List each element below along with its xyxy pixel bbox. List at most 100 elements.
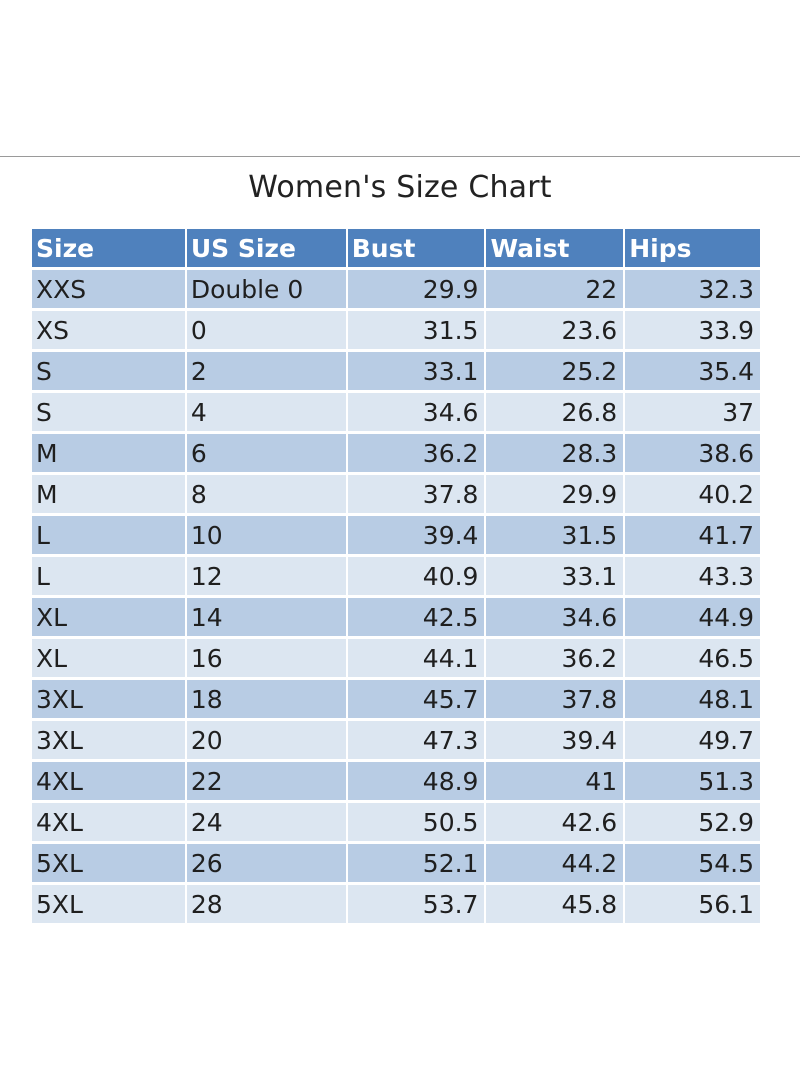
table-row: 3XL 18 45.7 37.8 48.1 — [32, 680, 760, 721]
us-size-cell: Double 0 — [186, 270, 346, 311]
column-header-size: Size — [32, 229, 185, 270]
bust-cell: 37.8 — [347, 475, 485, 516]
bust-cell: 50.5 — [347, 803, 485, 844]
column-header-us-size: US Size — [186, 229, 346, 270]
us-size-cell: 6 — [186, 434, 346, 475]
us-size-cell: 8 — [186, 475, 346, 516]
bust-cell: 29.9 — [347, 270, 485, 311]
waist-cell: 44.2 — [486, 844, 624, 885]
table-row: 4XL 24 50.5 42.6 52.9 — [32, 803, 760, 844]
hips-cell: 44.9 — [625, 598, 760, 639]
waist-cell: 37.8 — [486, 680, 624, 721]
bust-cell: 33.1 — [347, 352, 485, 393]
table-row: XXS Double 0 29.9 22 32.3 — [32, 270, 760, 311]
us-size-cell: 28 — [186, 885, 346, 926]
us-size-cell: 20 — [186, 721, 346, 762]
waist-cell: 41 — [486, 762, 624, 803]
table-row: 3XL 20 47.3 39.4 49.7 — [32, 721, 760, 762]
size-cell: L — [32, 557, 185, 598]
waist-cell: 45.8 — [486, 885, 624, 926]
hips-cell: 40.2 — [625, 475, 760, 516]
hips-cell: 37 — [625, 393, 760, 434]
size-cell: 4XL — [32, 803, 185, 844]
top-divider-line — [0, 156, 800, 157]
bust-cell: 45.7 — [347, 680, 485, 721]
bust-cell: 48.9 — [347, 762, 485, 803]
table-row: M 8 37.8 29.9 40.2 — [32, 475, 760, 516]
size-cell: XL — [32, 598, 185, 639]
table-row: XL 14 42.5 34.6 44.9 — [32, 598, 760, 639]
us-size-cell: 2 — [186, 352, 346, 393]
bust-cell: 31.5 — [347, 311, 485, 352]
hips-cell: 43.3 — [625, 557, 760, 598]
hips-cell: 49.7 — [625, 721, 760, 762]
bust-cell: 52.1 — [347, 844, 485, 885]
size-cell: 3XL — [32, 721, 185, 762]
hips-cell: 41.7 — [625, 516, 760, 557]
hips-cell: 38.6 — [625, 434, 760, 475]
us-size-cell: 24 — [186, 803, 346, 844]
waist-cell: 29.9 — [486, 475, 624, 516]
size-cell: XL — [32, 639, 185, 680]
us-size-cell: 4 — [186, 393, 346, 434]
size-chart-table: Size US Size Bust Waist Hips XXS Double 0… — [30, 229, 762, 926]
bust-cell: 53.7 — [347, 885, 485, 926]
waist-cell: 36.2 — [486, 639, 624, 680]
us-size-cell: 26 — [186, 844, 346, 885]
size-cell: 5XL — [32, 885, 185, 926]
hips-cell: 51.3 — [625, 762, 760, 803]
table-row: M 6 36.2 28.3 38.6 — [32, 434, 760, 475]
table-row: S 2 33.1 25.2 35.4 — [32, 352, 760, 393]
hips-cell: 48.1 — [625, 680, 760, 721]
column-header-bust: Bust — [347, 229, 485, 270]
us-size-cell: 12 — [186, 557, 346, 598]
size-cell: 3XL — [32, 680, 185, 721]
hips-cell: 56.1 — [625, 885, 760, 926]
size-cell: M — [32, 475, 185, 516]
hips-cell: 54.5 — [625, 844, 760, 885]
us-size-cell: 16 — [186, 639, 346, 680]
hips-cell: 32.3 — [625, 270, 760, 311]
waist-cell: 28.3 — [486, 434, 624, 475]
table-body: XXS Double 0 29.9 22 32.3 XS 0 31.5 23.6 33.9 S 2 33… — [32, 270, 760, 926]
table-row: XS 0 31.5 23.6 33.9 — [32, 311, 760, 352]
waist-cell: 34.6 — [486, 598, 624, 639]
waist-cell: 33.1 — [486, 557, 624, 598]
waist-cell: 23.6 — [486, 311, 624, 352]
size-cell: L — [32, 516, 185, 557]
bust-cell: 36.2 — [347, 434, 485, 475]
bust-cell: 39.4 — [347, 516, 485, 557]
waist-cell: 22 — [486, 270, 624, 311]
hips-cell: 46.5 — [625, 639, 760, 680]
column-header-waist: Waist — [486, 229, 624, 270]
table-row: L 10 39.4 31.5 41.7 — [32, 516, 760, 557]
size-cell: XS — [32, 311, 185, 352]
hips-cell: 35.4 — [625, 352, 760, 393]
table-row: 5XL 26 52.1 44.2 54.5 — [32, 844, 760, 885]
size-cell: 5XL — [32, 844, 185, 885]
size-cell: M — [32, 434, 185, 475]
size-cell: S — [32, 393, 185, 434]
table-row: 4XL 22 48.9 41 51.3 — [32, 762, 760, 803]
waist-cell: 25.2 — [486, 352, 624, 393]
size-cell: XXS — [32, 270, 185, 311]
bust-cell: 34.6 — [347, 393, 485, 434]
column-header-hips: Hips — [625, 229, 760, 270]
table-row: XL 16 44.1 36.2 46.5 — [32, 639, 760, 680]
bust-cell: 47.3 — [347, 721, 485, 762]
table-row: 5XL 28 53.7 45.8 56.1 — [32, 885, 760, 926]
table-row: S 4 34.6 26.8 37 — [32, 393, 760, 434]
table-header-row: Size US Size Bust Waist Hips — [32, 229, 760, 270]
waist-cell: 26.8 — [486, 393, 624, 434]
us-size-cell: 22 — [186, 762, 346, 803]
waist-cell: 42.6 — [486, 803, 624, 844]
size-cell: S — [32, 352, 185, 393]
us-size-cell: 10 — [186, 516, 346, 557]
bust-cell: 42.5 — [347, 598, 485, 639]
bust-cell: 40.9 — [347, 557, 485, 598]
waist-cell: 31.5 — [486, 516, 624, 557]
hips-cell: 33.9 — [625, 311, 760, 352]
us-size-cell: 14 — [186, 598, 346, 639]
table-row: L 12 40.9 33.1 43.3 — [32, 557, 760, 598]
us-size-cell: 18 — [186, 680, 346, 721]
